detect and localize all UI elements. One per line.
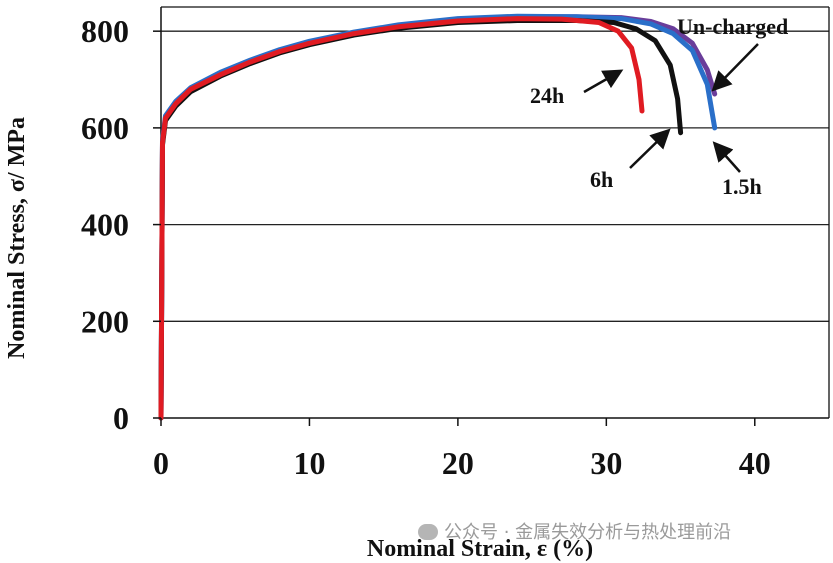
y-tick-label: 0	[113, 400, 129, 436]
annotation-24h-arrow	[583, 69, 624, 94]
annotation-uncharged-arrow	[711, 43, 759, 92]
series-line-24h	[158, 16, 645, 421]
gridlines	[161, 30, 829, 322]
watermark-text: 公众号 · 金属失效分析与热处理前沿	[444, 522, 732, 543]
y-tick-label: 600	[81, 110, 129, 146]
annotation-24h-label: 24h	[530, 83, 564, 108]
x-tick-label: 30	[590, 445, 622, 481]
annotation-1-5h-label: 1.5h	[722, 174, 762, 199]
y-tick-label: 200	[81, 303, 129, 339]
plot-frame	[160, 6, 830, 419]
y-tick-labels: 0 200 400 600 800	[81, 13, 161, 436]
annotation-uncharged-label: Un-charged	[677, 14, 788, 39]
x-tick-label: 10	[293, 445, 325, 481]
y-tick-label: 800	[81, 13, 129, 49]
x-tick-label: 40	[739, 445, 771, 481]
x-tick-labels: 0 10 20 30 40	[153, 418, 771, 481]
wechat-icon	[418, 524, 438, 540]
series-layer	[158, 13, 718, 421]
series-line-un-charged	[158, 14, 718, 421]
annotation-uncharged: Un-charged	[677, 14, 788, 92]
y-axis-title: Nominal Stress, σ/ MPa	[4, 117, 30, 359]
y-tick-label: 400	[81, 207, 129, 243]
annotation-24h: 24h	[530, 69, 624, 108]
x-tick-label: 0	[153, 445, 169, 481]
annotation-1-5h: 1.5h	[712, 141, 762, 199]
x-axis-title: Nominal Strain, ε (%)	[367, 536, 593, 562]
watermark: 公众号 · 金属失效分析与热处理前沿	[418, 518, 731, 544]
annotation-6h-label: 6h	[590, 167, 613, 192]
x-tick-label: 20	[442, 445, 474, 481]
annotation-1-5h-arrow	[712, 141, 741, 173]
series-line-1-5h	[158, 13, 718, 421]
annotation-6h: 6h	[590, 128, 671, 192]
annotation-6h-arrow	[629, 128, 671, 169]
